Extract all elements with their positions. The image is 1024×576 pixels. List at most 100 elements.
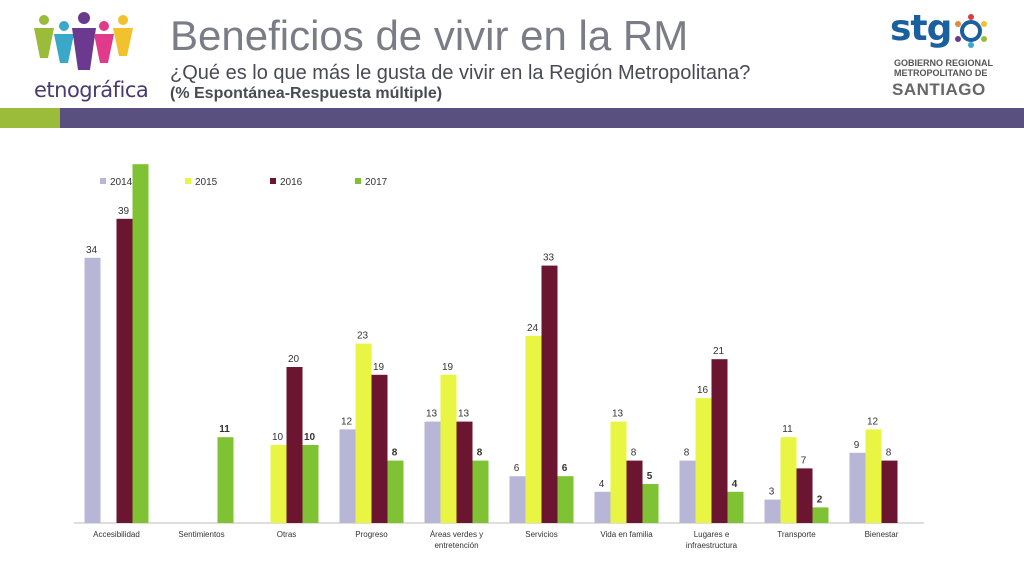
data-label-vida-en-familia-2017: 5 bbox=[647, 471, 653, 482]
category-label-areas-verdes-y-entretencion-line1: Áreas verdes y bbox=[430, 530, 483, 539]
people-figures-icon bbox=[34, 12, 133, 70]
etnografica-logo-text: etnográfica bbox=[34, 78, 149, 102]
stgo-logo-subtitle: GOBIERNO REGIONAL METROPOLITANO DE bbox=[894, 58, 993, 78]
data-label-progreso-2015: 23 bbox=[357, 331, 369, 342]
bar-servicios-2016 bbox=[541, 265, 558, 523]
legend-swatch-2017 bbox=[355, 178, 361, 184]
bar-vida-en-familia-2015 bbox=[610, 421, 627, 523]
legend-label-2014: 2014 bbox=[110, 177, 133, 188]
data-label-progreso-2016: 19 bbox=[373, 362, 385, 373]
bar-lugares-e-infraestructura-2014 bbox=[679, 460, 696, 523]
data-label-otras-2016: 20 bbox=[288, 354, 300, 365]
data-label-lugares-e-infraestructura-2017: 4 bbox=[732, 479, 738, 490]
category-label-progreso: Progreso bbox=[355, 530, 388, 539]
category-label-vida-en-familia: Vida en familia bbox=[600, 530, 653, 539]
bar-lugares-e-infraestructura-2017 bbox=[727, 491, 744, 523]
bar-chart: 2014201520162017343946Accesibilidad11Sen… bbox=[74, 160, 924, 550]
legend-swatch-2014 bbox=[100, 178, 106, 184]
category-label-transporte: Transporte bbox=[777, 530, 816, 539]
legend-label-2017: 2017 bbox=[365, 177, 388, 188]
bar-servicios-2014 bbox=[509, 476, 526, 523]
legend-label-2016: 2016 bbox=[280, 177, 303, 188]
stgo-logo: stg GOBIERNO REGIONAL METROPOLITANO DE S… bbox=[880, 8, 1010, 103]
data-label-areas-verdes-y-entretencion-2014: 13 bbox=[426, 409, 438, 420]
data-label-lugares-e-infraestructura-2015: 16 bbox=[697, 385, 709, 396]
data-label-transporte-2016: 7 bbox=[801, 455, 807, 466]
legend-swatch-2015 bbox=[185, 178, 191, 184]
data-label-bienestar-2014: 9 bbox=[854, 440, 860, 451]
bar-otras-2016 bbox=[286, 367, 303, 523]
header-accent-purple bbox=[60, 108, 1024, 128]
stgo-sub-line1: GOBIERNO REGIONAL bbox=[894, 58, 994, 68]
bar-progreso-2015 bbox=[355, 343, 372, 523]
data-label-vida-en-familia-2014: 4 bbox=[599, 479, 605, 490]
bar-lugares-e-infraestructura-2016 bbox=[711, 359, 728, 523]
stgo-santiago-text: SANTIAGO bbox=[892, 80, 986, 99]
bar-accesibilidad-2016 bbox=[116, 218, 133, 524]
bar-bienestar-2014 bbox=[849, 452, 866, 523]
stgo-sub-line2: METROPOLITANO DE bbox=[894, 68, 988, 78]
bar-vida-en-familia-2014 bbox=[594, 491, 611, 523]
category-label-lugares-e-infraestructura-line1: Lugares e bbox=[694, 530, 730, 539]
bar-vida-en-familia-2017 bbox=[642, 484, 659, 523]
data-label-transporte-2015: 11 bbox=[782, 424, 793, 435]
data-label-vida-en-familia-2015: 13 bbox=[612, 409, 624, 420]
bar-otras-2015 bbox=[270, 445, 287, 523]
bar-transporte-2014 bbox=[764, 499, 781, 523]
bar-otras-2017 bbox=[302, 445, 319, 523]
bar-transporte-2017 bbox=[812, 507, 829, 523]
category-label-otras: Otras bbox=[277, 530, 297, 539]
sun-wheel-icon bbox=[955, 14, 987, 48]
data-label-sentimientos-2017: 11 bbox=[219, 424, 230, 435]
data-label-servicios-2016: 33 bbox=[543, 253, 555, 264]
bar-areas-verdes-y-entretencion-2017 bbox=[472, 460, 489, 523]
bar-accesibilidad-2017 bbox=[132, 164, 149, 523]
bar-bienestar-2016 bbox=[881, 460, 898, 523]
data-label-bienestar-2015: 12 bbox=[867, 416, 879, 427]
bar-transporte-2015 bbox=[780, 437, 797, 523]
bar-progreso-2017 bbox=[387, 460, 404, 523]
data-label-transporte-2014: 3 bbox=[769, 487, 775, 498]
page-title: Beneficios de vivir en la RM bbox=[170, 12, 689, 59]
data-label-lugares-e-infraestructura-2016: 21 bbox=[713, 346, 725, 357]
data-label-progreso-2017: 8 bbox=[392, 448, 398, 459]
category-label-accesibilidad: Accesibilidad bbox=[93, 530, 140, 539]
bar-areas-verdes-y-entretencion-2015 bbox=[440, 374, 457, 523]
header-accent-green bbox=[0, 108, 60, 128]
bar-areas-verdes-y-entretencion-2014 bbox=[424, 421, 441, 523]
etnografica-logo: etnográfica bbox=[30, 8, 149, 102]
bar-bienestar-2015 bbox=[865, 429, 882, 523]
legend-swatch-2016 bbox=[270, 178, 276, 184]
data-label-otras-2015: 10 bbox=[272, 432, 284, 443]
bar-transporte-2016 bbox=[796, 468, 813, 523]
category-label-areas-verdes-y-entretencion-line2: entretención bbox=[434, 541, 478, 550]
category-label-bienestar: Bienestar bbox=[865, 530, 899, 539]
page-subtitle-note: (% Espontánea-Respuesta múltiple) bbox=[170, 85, 443, 102]
stgo-logo-text: stg bbox=[890, 8, 952, 49]
bar-vida-en-familia-2016 bbox=[626, 460, 643, 523]
data-label-lugares-e-infraestructura-2014: 8 bbox=[684, 448, 690, 459]
legend-label-2015: 2015 bbox=[195, 177, 218, 188]
category-label-sentimientos: Sentimientos bbox=[178, 530, 224, 539]
data-label-areas-verdes-y-entretencion-2017: 8 bbox=[477, 448, 483, 459]
data-label-vida-en-familia-2016: 8 bbox=[631, 448, 637, 459]
bar-servicios-2015 bbox=[525, 335, 542, 523]
bar-areas-verdes-y-entretencion-2016 bbox=[456, 421, 473, 523]
category-label-lugares-e-infraestructura-line2: infraestructura bbox=[686, 541, 738, 550]
data-label-accesibilidad-2017: 46 bbox=[134, 160, 146, 162]
data-label-bienestar-2016: 8 bbox=[886, 448, 892, 459]
data-label-accesibilidad-2014: 34 bbox=[86, 245, 98, 256]
bar-accesibilidad-2014 bbox=[84, 257, 101, 523]
data-label-areas-verdes-y-entretencion-2016: 13 bbox=[458, 409, 470, 420]
bar-progreso-2014 bbox=[339, 429, 356, 523]
bar-servicios-2017 bbox=[557, 476, 574, 523]
data-label-areas-verdes-y-entretencion-2015: 19 bbox=[442, 362, 454, 373]
bar-sentimientos-2017 bbox=[217, 437, 234, 523]
category-label-servicios: Servicios bbox=[525, 530, 557, 539]
data-label-progreso-2014: 12 bbox=[341, 416, 353, 427]
bar-progreso-2016 bbox=[371, 374, 388, 523]
data-label-servicios-2017: 6 bbox=[562, 463, 568, 474]
data-label-servicios-2014: 6 bbox=[514, 463, 520, 474]
data-label-servicios-2015: 24 bbox=[527, 323, 539, 334]
data-label-otras-2017: 10 bbox=[304, 432, 316, 443]
